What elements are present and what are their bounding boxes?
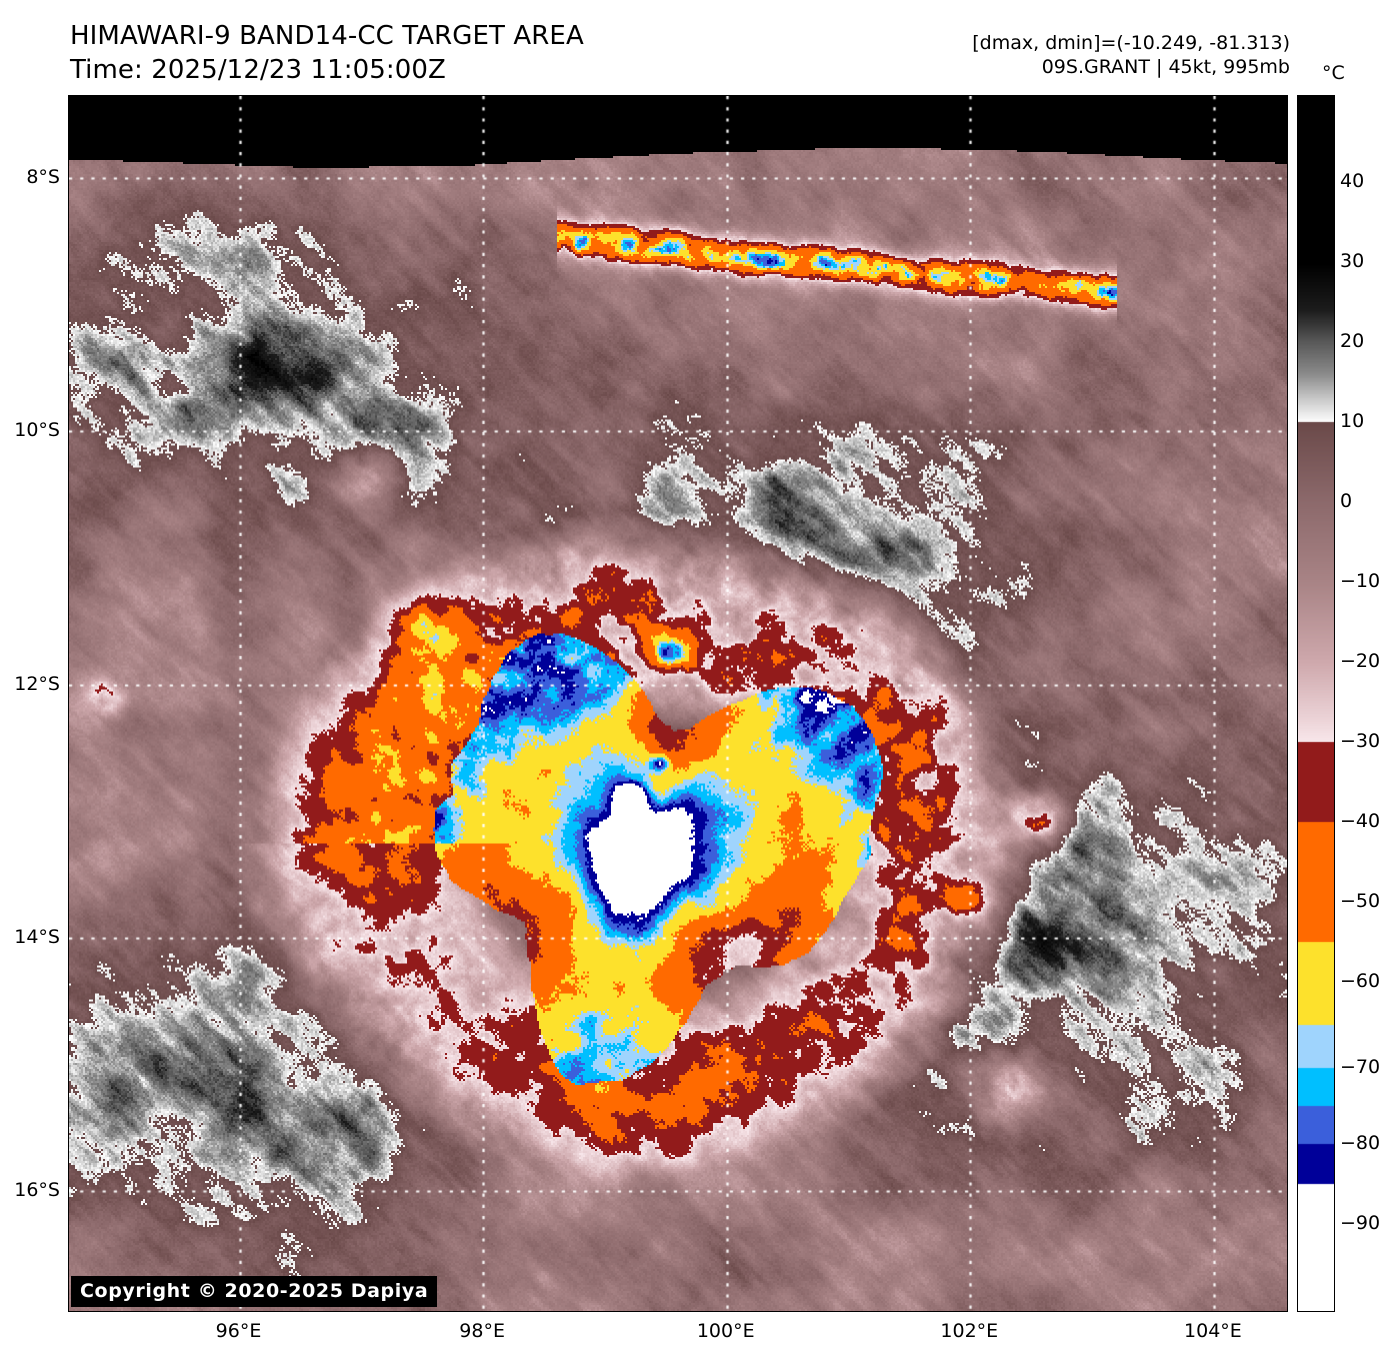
header-right: [dmax, dmin]=(-10.249, -81.313) 09S.GRAN… xyxy=(972,31,1290,80)
latitude-axis: 8°S 10°S 12°S 14°S 16°S xyxy=(0,95,60,1310)
colorbar-tick-label: −70 xyxy=(1340,1056,1381,1078)
colorbar-tick-label: −50 xyxy=(1340,890,1381,912)
colorbar-tick-label: −90 xyxy=(1340,1212,1381,1234)
longitude-tick-label: 98°E xyxy=(459,1320,505,1342)
colorbar-tick-label: −10 xyxy=(1340,570,1381,592)
temperature-colorbar[interactable] xyxy=(1297,95,1335,1312)
page-title: HIMAWARI-9 BAND14-CC TARGET AREA xyxy=(70,21,584,51)
longitude-tick-label: 104°E xyxy=(1184,1320,1242,1342)
longitude-tick-label: 100°E xyxy=(696,1320,755,1342)
satellite-image-panel[interactable]: Copyright © 2020-2025 Dapiya xyxy=(68,95,1288,1312)
colorbar-tick-label: 20 xyxy=(1340,330,1365,352)
satellite-infrared-heatmap xyxy=(69,96,1287,1311)
colorbar-gradient xyxy=(1298,96,1334,1311)
latitude-tick-label: 14°S xyxy=(14,925,60,948)
colorbar-tick-label: −30 xyxy=(1340,730,1381,752)
longitude-tick-label: 96°E xyxy=(215,1320,262,1342)
storm-info-label: 09S.GRANT | 45kt, 995mb xyxy=(1041,56,1290,79)
latitude-tick-label: 16°S xyxy=(14,1178,60,1201)
colorbar-tick-label: 40 xyxy=(1340,170,1365,192)
colorbar-tick-label: 10 xyxy=(1340,410,1365,432)
colorbar-tick-label: 0 xyxy=(1340,490,1353,512)
copyright-watermark: Copyright © 2020-2025 Dapiya xyxy=(71,1276,438,1307)
colorbar-tick-labels: 40 30 20 10 0 −10 −20 −30 −40 −50 −60 −70 −80 −90 xyxy=(1340,95,1388,1310)
longitude-axis: 96°E 98°E 100°E 102°E 104°E xyxy=(68,1320,1286,1348)
longitude-tick-label: 102°E xyxy=(940,1320,999,1342)
header-left: HIMAWARI-9 BAND14-CC TARGET AREA Time: 2… xyxy=(70,20,584,88)
colorbar-tick-label: −20 xyxy=(1340,650,1381,672)
colorbar-tick-label: 30 xyxy=(1340,250,1365,272)
colorbar-tick-label: −80 xyxy=(1340,1132,1381,1154)
latitude-tick-label: 10°S xyxy=(14,419,60,442)
latitude-tick-label: 8°S xyxy=(26,166,60,189)
colorbar-unit-label: °C xyxy=(1322,62,1345,84)
timestamp-label: Time: 2025/12/23 11:05:00Z xyxy=(70,54,446,85)
data-range-label: [dmax, dmin]=(-10.249, -81.313) xyxy=(972,32,1290,54)
colorbar-tick-label: −60 xyxy=(1340,970,1381,992)
latitude-tick-label: 12°S xyxy=(14,672,60,695)
colorbar-tick-label: −40 xyxy=(1340,810,1381,832)
